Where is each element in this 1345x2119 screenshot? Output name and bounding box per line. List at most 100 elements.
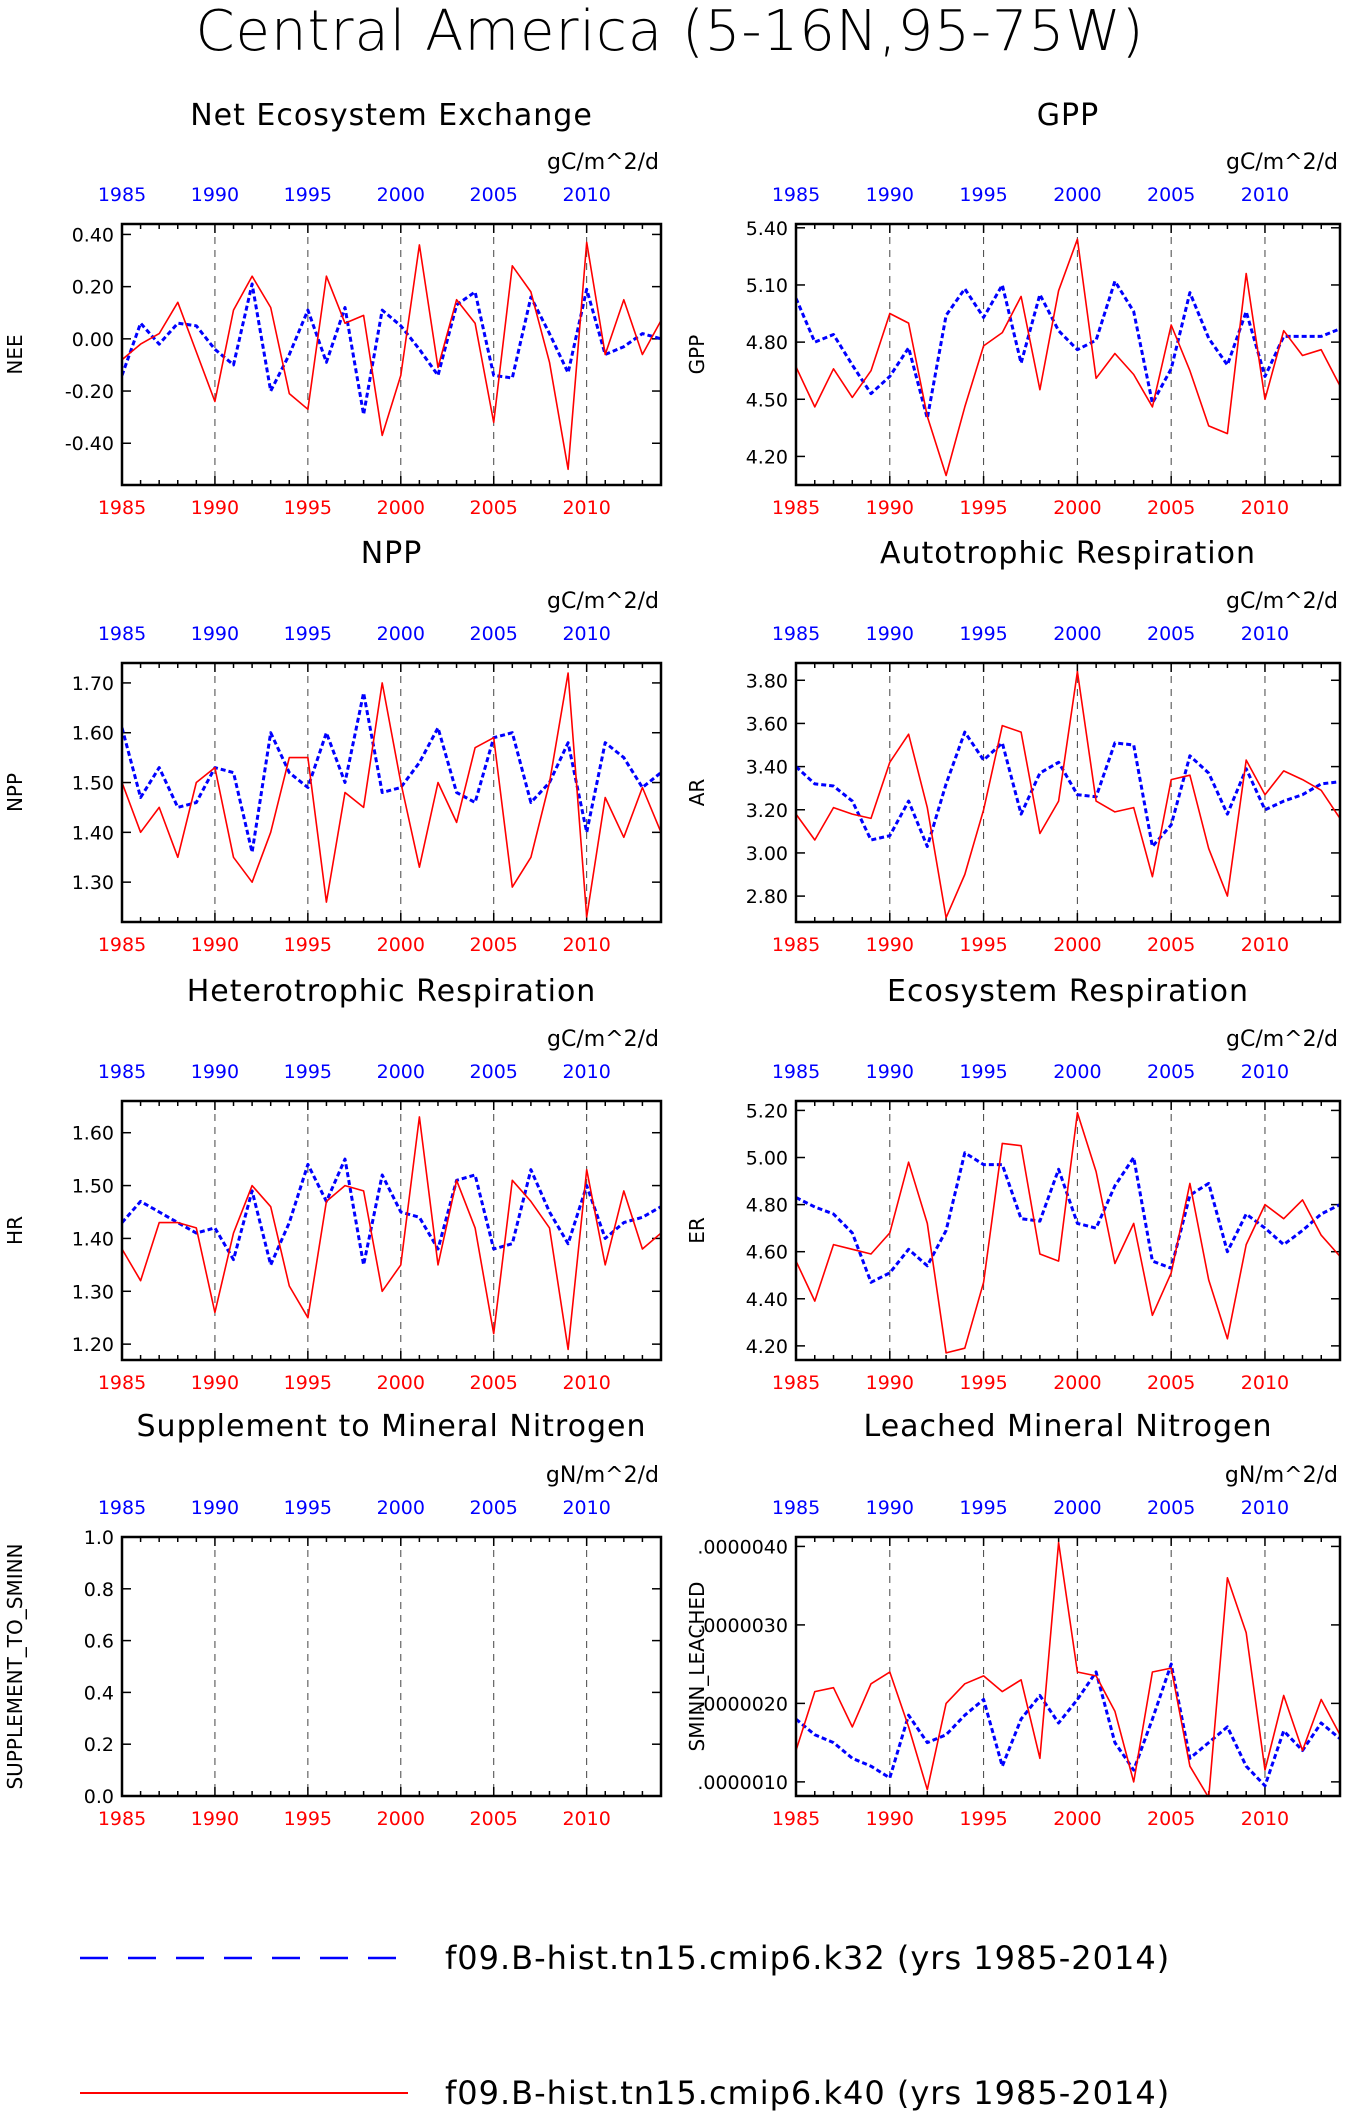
panel-title: NPP	[361, 536, 423, 571]
x-tick-label-bottom: 2010	[562, 497, 610, 519]
y-tick-label: 1.30	[72, 1281, 114, 1303]
x-tick-label-bottom: 1985	[772, 497, 820, 519]
x-tick-label-top: 2010	[1241, 1061, 1289, 1083]
x-tick-label-top: 2010	[562, 1497, 610, 1519]
y-axis-label: SMINN_LEACHED	[685, 1582, 709, 1752]
x-tick-label-bottom: 1985	[772, 1372, 820, 1394]
x-tick-label-bottom: 1990	[866, 1808, 914, 1830]
series-k40	[122, 672, 661, 918]
y-tick-label: 1.70	[72, 673, 114, 695]
x-tick-label-bottom: 1995	[284, 1372, 332, 1394]
legend: f09.B-hist.tn15.cmip6.k32 (yrs 1985-2014…	[80, 1939, 1169, 2112]
series-k40	[796, 1541, 1340, 1796]
y-tick-label: 5.40	[746, 218, 788, 240]
panel-units: gN/m^2/d	[546, 1463, 659, 1488]
x-tick-label-bottom: 1990	[191, 1808, 239, 1830]
series-k40	[122, 1116, 661, 1351]
panel-units: gC/m^2/d	[1226, 1027, 1338, 1052]
series-k40	[122, 241, 661, 471]
x-tick-label-bottom: 1995	[284, 497, 332, 519]
x-tick-label-bottom: 2000	[1053, 1372, 1101, 1394]
plot-frame	[794, 1099, 1342, 1362]
x-tick-label-top: 1995	[284, 623, 332, 645]
y-tick-label: 0.40	[72, 224, 114, 246]
panel-units: gC/m^2/d	[1226, 589, 1338, 614]
y-tick-label: .0000020	[697, 1693, 788, 1715]
y-tick-label: 3.60	[746, 713, 788, 735]
y-tick-label: 1.50	[72, 1176, 114, 1198]
y-tick-label: 0.8	[84, 1579, 114, 1601]
y-tick-label: 3.80	[746, 670, 788, 692]
x-tick-label-bottom: 2010	[562, 934, 610, 956]
panel-title: Leached Mineral Nitrogen	[864, 1409, 1273, 1444]
x-tick-label-bottom: 2010	[562, 1808, 610, 1830]
x-tick-label-top: 1995	[284, 184, 332, 206]
x-tick-label-bottom: 1990	[866, 497, 914, 519]
y-axis-label: NPP	[3, 773, 27, 812]
x-tick-label-bottom: 2005	[1147, 934, 1195, 956]
x-tick-label-bottom: 1985	[772, 1808, 820, 1830]
series-k32	[122, 1157, 661, 1267]
plot-frame	[794, 1535, 1342, 1798]
x-tick-label-bottom: 2010	[1241, 497, 1289, 519]
x-tick-label-top: 2000	[377, 623, 425, 645]
x-tick-label-bottom: 2000	[377, 934, 425, 956]
plot-frame	[120, 1535, 663, 1798]
series-k40	[796, 238, 1340, 477]
x-tick-label-bottom: 1995	[959, 1372, 1007, 1394]
x-tick-label-bottom: 1985	[98, 497, 146, 519]
y-tick-label: 0.0	[84, 1786, 114, 1808]
x-tick-label-top: 1985	[98, 623, 146, 645]
x-tick-label-bottom: 2005	[470, 1808, 518, 1830]
x-tick-label-top: 2005	[1147, 623, 1195, 645]
series-k32	[796, 730, 1340, 848]
x-tick-label-top: 1990	[191, 623, 239, 645]
plot-frame	[120, 222, 663, 487]
x-tick-label-bottom: 1990	[191, 497, 239, 519]
y-tick-label: 0.4	[84, 1682, 114, 1704]
y-tick-label: 0.2	[84, 1734, 114, 1756]
y-tick-label: 1.60	[72, 1123, 114, 1145]
y-tick-label: 0.20	[72, 277, 114, 299]
y-tick-label: -0.20	[65, 381, 114, 403]
x-tick-label-top: 1995	[284, 1061, 332, 1083]
x-tick-label-bottom: 2000	[377, 1808, 425, 1830]
x-tick-label-bottom: 2000	[1053, 1808, 1101, 1830]
panel-0: Net Ecosystem Exchange gC/m^2/d 1985 1985 19…	[3, 98, 663, 519]
x-tick-label-bottom: 1995	[284, 934, 332, 956]
panel-title: Supplement to Mineral Nitrogen	[137, 1409, 647, 1444]
panel-units: gC/m^2/d	[1226, 150, 1338, 175]
panel-title: Heterotrophic Respiration	[187, 974, 597, 1009]
x-tick-label-bottom: 1990	[866, 1372, 914, 1394]
x-tick-label-top: 1995	[959, 1497, 1007, 1519]
y-tick-label: 1.30	[72, 872, 114, 894]
x-tick-label-top: 1995	[959, 623, 1007, 645]
x-tick-label-top: 1990	[866, 184, 914, 206]
x-tick-label-top: 2005	[470, 184, 518, 206]
series-k32	[122, 282, 661, 416]
x-tick-label-bottom: 1985	[98, 1808, 146, 1830]
x-tick-label-bottom: 1985	[772, 934, 820, 956]
y-tick-label: 1.40	[72, 822, 114, 844]
y-axis-label: ER	[685, 1217, 709, 1244]
panel-3: Autotrophic Respiration gC/m^2/d 1985 1985 1…	[685, 536, 1342, 956]
x-tick-label-top: 1990	[866, 623, 914, 645]
x-tick-label-bottom: 2005	[1147, 1372, 1195, 1394]
x-tick-label-top: 2005	[1147, 184, 1195, 206]
x-tick-label-bottom: 2010	[1241, 1808, 1289, 1830]
x-tick-label-top: 2000	[1053, 184, 1101, 206]
panel-title: Ecosystem Respiration	[887, 974, 1249, 1009]
x-tick-label-top: 1990	[866, 1497, 914, 1519]
x-tick-label-top: 1985	[98, 1497, 146, 1519]
x-tick-label-bottom: 1995	[959, 1808, 1007, 1830]
x-tick-label-top: 1985	[772, 1497, 820, 1519]
x-tick-label-top: 2005	[470, 1497, 518, 1519]
x-tick-label-top: 2005	[470, 1061, 518, 1083]
y-tick-label: 1.0	[84, 1527, 114, 1549]
x-tick-label-top: 1990	[866, 1061, 914, 1083]
x-tick-label-bottom: 2000	[377, 1372, 425, 1394]
x-tick-label-top: 2000	[1053, 623, 1101, 645]
x-tick-label-top: 1985	[772, 184, 820, 206]
x-tick-label-bottom: 2005	[1147, 497, 1195, 519]
